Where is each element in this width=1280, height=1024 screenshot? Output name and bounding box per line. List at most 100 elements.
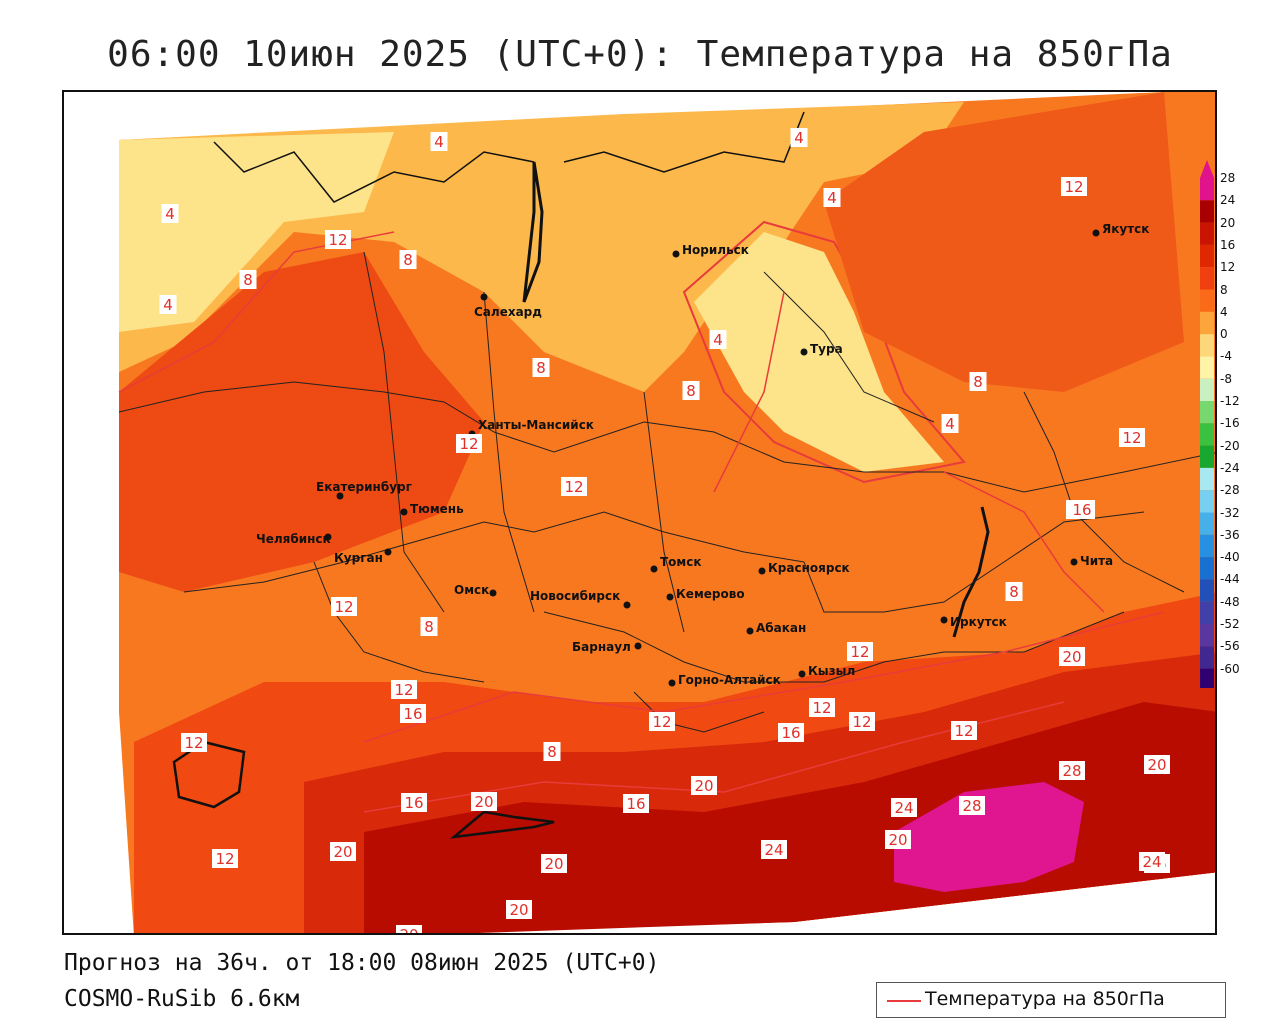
contour-label-box	[847, 642, 873, 661]
color-scale-step	[1200, 646, 1214, 669]
color-scale-step	[1200, 490, 1214, 513]
color-scale-tick-label: -60	[1220, 661, 1240, 676]
contour-label-box	[159, 295, 177, 314]
color-scale-step	[1200, 624, 1214, 647]
yamal-peninsula	[522, 161, 544, 303]
contour-label: 16	[403, 705, 422, 723]
contour-label: 20	[333, 843, 352, 861]
contour-label: 28	[1062, 762, 1081, 780]
contour-label: 16	[626, 795, 645, 813]
contour-label-box	[456, 434, 482, 453]
contour-label-box	[471, 792, 497, 811]
contour-label-box	[543, 742, 561, 761]
contour-label: 24	[894, 799, 913, 817]
svg-text:Кемерово: Кемерово	[676, 587, 745, 601]
color-scale-step	[1200, 601, 1214, 624]
contour-label: 8	[424, 618, 434, 636]
contour-label: 20	[474, 793, 493, 811]
svg-text:Тюмень: Тюмень	[410, 502, 464, 516]
contour-label-box	[885, 830, 911, 849]
contour-label-box	[709, 330, 727, 349]
temperature-map: Якутск Норильск Салехард Тура Ханты-Манс…	[118, 92, 1215, 933]
contour-label-box	[691, 776, 717, 795]
svg-text:Чита: Чита	[1080, 554, 1113, 568]
cool-zone-light	[119, 132, 394, 332]
forecast-info: Прогноз на 36ч. от 18:00 08июн 2025 (UTC…	[64, 950, 660, 976]
contour-label: 12	[459, 435, 478, 453]
svg-text:Норильск: Норильск	[682, 243, 749, 257]
color-scale: 28 24 20 16 12 8 4 0 -4 -8 -12 -16 -20 -24 -28 -32 -36 -4…	[1198, 158, 1278, 688]
color-scale-step	[1200, 579, 1214, 602]
svg-text:Салехард: Салехард	[474, 305, 542, 319]
city-ekaterinburg: Екатеринбург	[316, 480, 412, 500]
contour-label: 8	[243, 271, 253, 289]
contour-label-box	[1061, 177, 1087, 196]
color-scale-tick-label: -20	[1220, 438, 1240, 453]
color-scale-tick-label: -24	[1220, 460, 1240, 475]
color-scale-step	[1200, 423, 1214, 446]
svg-text:Кызыл: Кызыл	[808, 664, 855, 678]
contour-labels: 4 4 4 4 8 8 8 8 4 4 8 4 12 12 12 12 12 12 8 8 16 12 16 12 12 12 16…	[159, 128, 1170, 933]
color-scale-tick-label: 24	[1220, 193, 1236, 208]
contour-label: 8	[973, 373, 983, 391]
contour-label-box	[778, 723, 804, 742]
contour-label-box	[330, 842, 356, 861]
color-scale-tick-label: -12	[1220, 394, 1240, 408]
contour-label: 4	[713, 331, 723, 349]
region-borders	[118, 251, 1215, 733]
contour-label: 4	[163, 296, 173, 314]
color-scale-tick-label: 20	[1220, 215, 1236, 230]
svg-text:Челябинск: Челябинск	[256, 532, 331, 546]
contour-label-box	[396, 925, 422, 933]
city-kyzyl: Кызыл	[798, 664, 855, 678]
contour-label: 12	[1064, 178, 1083, 196]
svg-text:Ханты-Мансийск: Ханты-Мансийск	[478, 418, 594, 432]
color-scale-step	[1200, 200, 1214, 223]
contour-label: 16	[781, 724, 800, 742]
contour-label: 12	[812, 699, 831, 717]
contour-label-box	[891, 798, 917, 817]
color-scale-step	[1200, 445, 1214, 468]
contour-label: 12	[184, 734, 203, 752]
cool-zone-tura-outer	[682, 220, 966, 484]
contour-label-box	[420, 617, 438, 636]
contour-label-box	[969, 372, 987, 391]
contour-label: 24	[764, 841, 783, 859]
warm-zone-west	[119, 252, 484, 592]
contour-label-box	[400, 704, 426, 723]
city-norilsk: Норильск	[672, 243, 749, 258]
cool-zone-tura	[694, 232, 944, 472]
contour-label-box	[1069, 500, 1095, 519]
color-scale-tick-label: -40	[1220, 550, 1240, 565]
lake-baikal	[952, 506, 990, 638]
contour-label: 20	[1062, 648, 1081, 666]
contour-label: 20	[544, 855, 563, 873]
color-scale-tick-label: -8	[1220, 371, 1232, 386]
map-legend: Температура на 850гПа	[876, 982, 1226, 1018]
color-scale-step	[1200, 289, 1214, 312]
city-markers: Якутск Норильск Салехард Тура Ханты-Манс…	[256, 222, 1149, 687]
contour-label-box	[401, 793, 427, 812]
city-tura: Тура	[800, 342, 843, 356]
color-scale-bar	[1200, 160, 1214, 688]
color-scale-tick-label: -4	[1220, 349, 1232, 364]
contour-label-box	[239, 270, 257, 289]
contour-label: 28	[962, 797, 981, 815]
contour-label: 12	[394, 681, 413, 699]
city-chita: Чита	[1070, 554, 1113, 568]
contour-label: 12	[850, 643, 869, 661]
contour-label-box	[761, 840, 787, 859]
svg-text:Якутск: Якутск	[1102, 222, 1149, 236]
contour-label: 8	[536, 359, 546, 377]
map-panel: Якутск Норильск Салехард Тура Ханты-Манс…	[62, 90, 1217, 935]
color-scale-step	[1200, 334, 1214, 357]
svg-text:Красноярск: Красноярск	[768, 561, 850, 575]
color-scale-step	[1200, 557, 1214, 580]
svg-text:Екатеринбург: Екатеринбург	[316, 480, 412, 494]
contour-label-box	[325, 230, 351, 249]
color-scale-tick-label: 8	[1220, 282, 1228, 297]
contour-label-box	[1059, 647, 1085, 666]
contour-label: 24	[1142, 853, 1161, 871]
contour-label-box	[541, 854, 567, 873]
svg-text:Иркутск: Иркутск	[950, 615, 1007, 629]
